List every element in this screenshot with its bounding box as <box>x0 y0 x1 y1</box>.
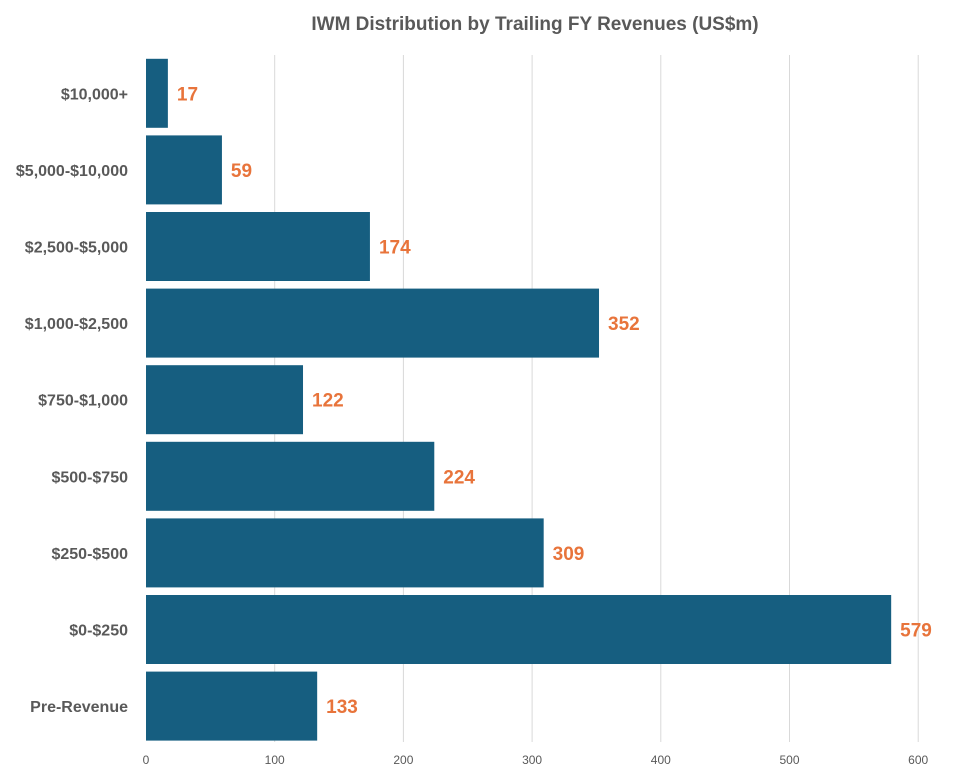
x-axis-ticks: 0 100 200 300 400 500 600 <box>143 753 929 767</box>
bar <box>146 288 600 358</box>
bar <box>146 365 304 435</box>
bar <box>146 441 435 511</box>
category-label: $10,000+ <box>61 86 128 103</box>
data-labels: 17 59 174 352 122 224 309 579 133 <box>177 84 932 718</box>
category-label: Pre-Revenue <box>30 699 128 716</box>
x-tick-label: 300 <box>522 753 542 767</box>
x-tick-label: 100 <box>265 753 285 767</box>
x-tick-label: 0 <box>143 753 150 767</box>
category-label: $750-$1,000 <box>38 393 128 410</box>
data-label: 352 <box>608 314 640 335</box>
x-tick-label: 200 <box>393 753 413 767</box>
data-label: 122 <box>312 391 344 412</box>
chart-title: IWM Distribution by Trailing FY Revenues… <box>311 14 758 35</box>
bar <box>146 595 892 664</box>
bar <box>146 671 318 741</box>
bar <box>146 58 168 128</box>
data-label: 309 <box>553 544 585 565</box>
bar <box>146 135 222 205</box>
bar <box>146 518 544 588</box>
data-label: 133 <box>326 697 358 718</box>
data-label: 579 <box>900 621 932 642</box>
x-tick-label: 500 <box>779 753 799 767</box>
category-label: $500-$750 <box>51 469 128 486</box>
data-label: 224 <box>443 467 475 488</box>
data-label: 59 <box>231 161 252 182</box>
data-label: 174 <box>379 238 411 259</box>
x-tick-label: 600 <box>908 753 928 767</box>
y-axis-categories: $10,000+ $5,000-$10,000 $2,500-$5,000 $1,00… <box>16 86 128 716</box>
category-label: $250-$500 <box>51 546 128 563</box>
category-label: $5,000-$10,000 <box>16 163 128 180</box>
data-label: 17 <box>177 84 198 105</box>
bar <box>146 212 370 281</box>
category-label: $2,500-$5,000 <box>25 240 128 257</box>
x-tick-label: 400 <box>651 753 671 767</box>
category-label: $1,000-$2,500 <box>25 316 128 333</box>
category-label: $0-$250 <box>69 623 128 640</box>
bars <box>146 58 892 741</box>
